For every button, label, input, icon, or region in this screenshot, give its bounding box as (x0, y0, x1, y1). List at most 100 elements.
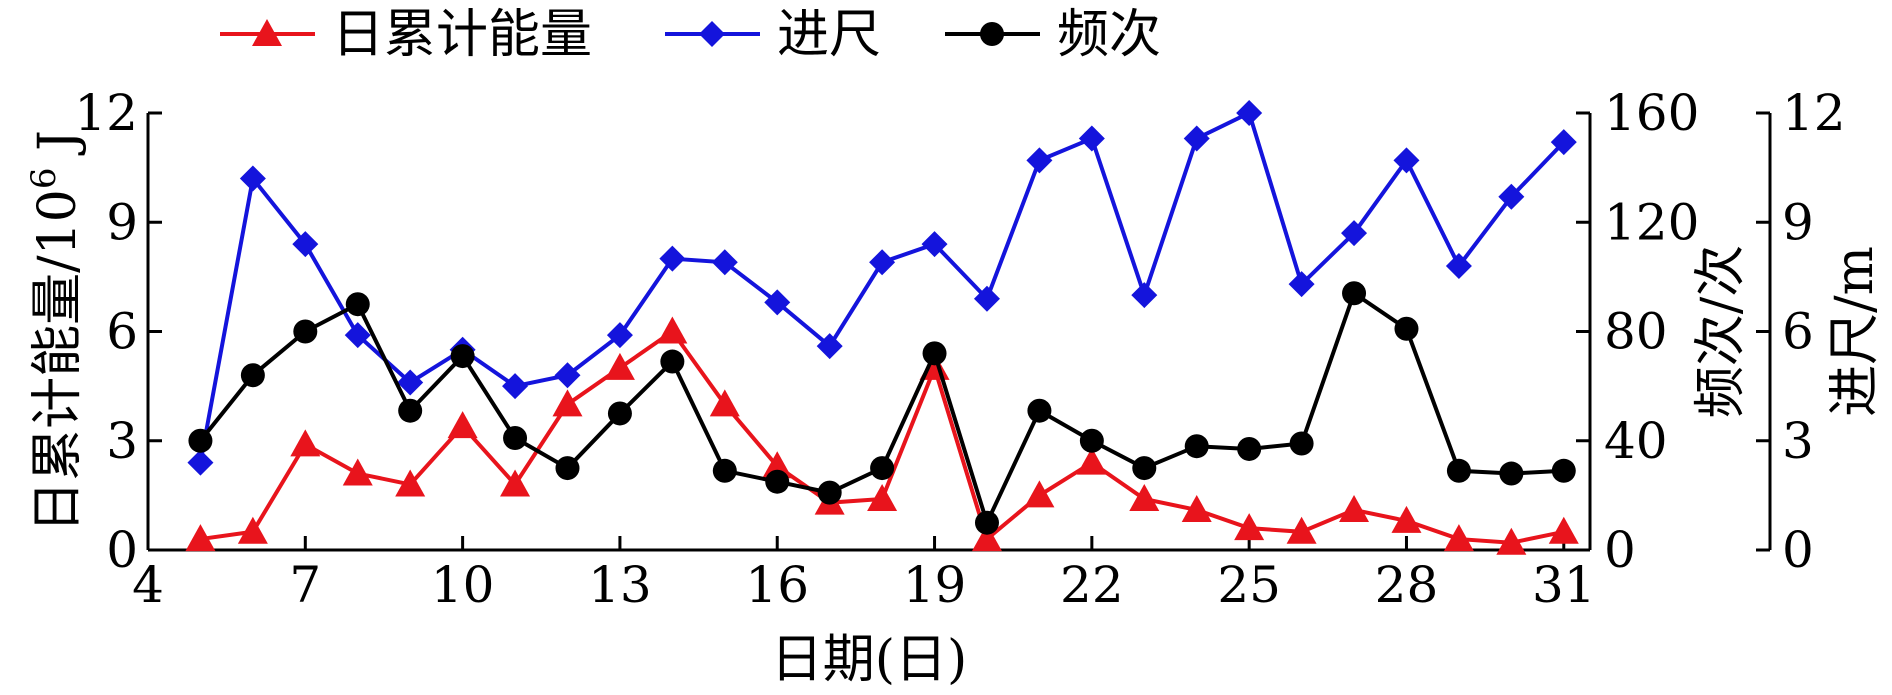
y-left-tick-label: 12 (74, 84, 138, 142)
data-point-circle (188, 428, 213, 453)
x-tick-label: 7 (289, 556, 321, 614)
data-point-triangle (185, 524, 216, 552)
legend: 日累计能量 进尺 频次 (220, 5, 1161, 65)
x-tick-label: 19 (903, 556, 967, 614)
y-right1-tick-label: 120 (1604, 193, 1699, 251)
x-tick-label: 22 (1060, 556, 1124, 614)
x-tick-label: 10 (431, 556, 495, 614)
legend-marker-circle (980, 22, 1004, 46)
data-point-diamond (1183, 125, 1210, 152)
axes: 4 7 10 13 16 19 22 25 28 310369120408012016003691… (24, 84, 1885, 690)
x-axis-label: 日期(日) (771, 630, 968, 690)
data-point-diamond (1288, 271, 1315, 298)
y-right1-tick-label: 0 (1604, 521, 1636, 579)
data-point-triangle (657, 316, 688, 344)
data-point-circle (450, 344, 475, 369)
legend-marker-triangle (252, 19, 282, 46)
y-left-label-unit: J (28, 130, 88, 167)
data-point-circle (398, 398, 423, 423)
data-point-circle (922, 341, 947, 366)
data-point-diamond (1078, 125, 1105, 152)
data-point-diamond (973, 285, 1000, 312)
series-circle (188, 281, 1576, 535)
data-point-circle (765, 469, 790, 494)
y-left-tick-label: 3 (106, 412, 138, 470)
data-point-diamond (1393, 147, 1420, 174)
y-left-label-main: 日累计能量/10 (28, 189, 88, 533)
data-point-triangle (1286, 516, 1317, 544)
data-point-circle (712, 458, 737, 483)
data-point-triangle (500, 469, 531, 497)
x-tick-label: 13 (588, 556, 652, 614)
data-point-triangle (1443, 524, 1474, 552)
data-point-triangle (237, 516, 268, 544)
data-point-diamond (1550, 129, 1577, 156)
y-left-tick-label: 9 (106, 193, 138, 251)
x-tick-label: 31 (1532, 556, 1596, 614)
y-left-label-superscript: 6 (24, 168, 64, 190)
data-point-diamond (292, 231, 319, 258)
y-left-tick-label: 6 (106, 303, 138, 361)
data-point-diamond (1498, 183, 1525, 210)
data-point-triangle (1391, 505, 1422, 533)
data-point-triangle (1339, 494, 1370, 522)
legend-label: 日累计能量 (332, 5, 592, 65)
y-right2-tick-label: 12 (1782, 84, 1846, 142)
data-point-diamond (764, 289, 791, 316)
data-point-diamond (187, 449, 214, 476)
legend-marker-diamond (699, 21, 725, 47)
data-point-circle (1499, 461, 1524, 486)
data-point-circle (817, 480, 842, 505)
data-point-circle (1027, 398, 1052, 423)
data-point-diamond (711, 249, 738, 276)
data-point-diamond (554, 362, 581, 389)
series-triangle (185, 316, 1579, 555)
legend-item: 日累计能量 (220, 5, 592, 65)
data-point-triangle (1548, 516, 1579, 544)
data-point-triangle (1129, 484, 1160, 512)
y-right1-tick-label: 40 (1604, 412, 1668, 470)
series-diamond (187, 100, 1577, 476)
data-point-circle (293, 319, 318, 344)
y-right1-axis-label: 频次/次 (1691, 245, 1751, 419)
data-point-diamond (1026, 147, 1053, 174)
data-point-circle (1289, 431, 1314, 456)
legend-label: 频次 (1057, 5, 1161, 65)
data-point-diamond (1131, 282, 1158, 309)
data-point-circle (1342, 281, 1367, 306)
data-point-diamond (659, 245, 686, 272)
data-point-diamond (816, 333, 843, 360)
data-point-triangle (342, 458, 373, 486)
data-point-triangle (395, 469, 426, 497)
data-point-circle (660, 349, 685, 374)
data-point-triangle (762, 451, 793, 479)
legend-item: 频次 (945, 5, 1161, 65)
legend-label: 进尺 (777, 5, 881, 65)
y-right1-tick-label: 80 (1604, 303, 1668, 361)
y-right2-tick-label: 0 (1782, 521, 1814, 579)
data-point-circle (1079, 428, 1104, 453)
data-point-circle (1184, 434, 1209, 459)
data-point-triangle (1076, 447, 1107, 475)
data-point-circle (503, 426, 528, 451)
data-point-triangle (709, 389, 740, 417)
data-point-diamond (869, 249, 896, 276)
series-layer (185, 100, 1579, 555)
data-point-diamond (1341, 220, 1368, 247)
x-tick-label: 16 (745, 556, 809, 614)
data-point-circle (1132, 456, 1157, 481)
x-tick-label: 4 (132, 556, 164, 614)
y-left-tick-label: 0 (106, 521, 138, 579)
x-tick-label: 28 (1375, 556, 1439, 614)
data-point-diamond (1236, 100, 1263, 126)
data-point-circle (974, 510, 999, 535)
data-point-triangle (1181, 494, 1212, 522)
y-right2-axis-label: 进尺/m (1825, 246, 1885, 417)
data-point-circle (1394, 316, 1419, 341)
data-point-circle (607, 401, 632, 426)
data-point-diamond (239, 165, 266, 192)
data-point-diamond (606, 322, 633, 349)
x-tick-label: 25 (1217, 556, 1281, 614)
legend-item: 进尺 (665, 5, 881, 65)
